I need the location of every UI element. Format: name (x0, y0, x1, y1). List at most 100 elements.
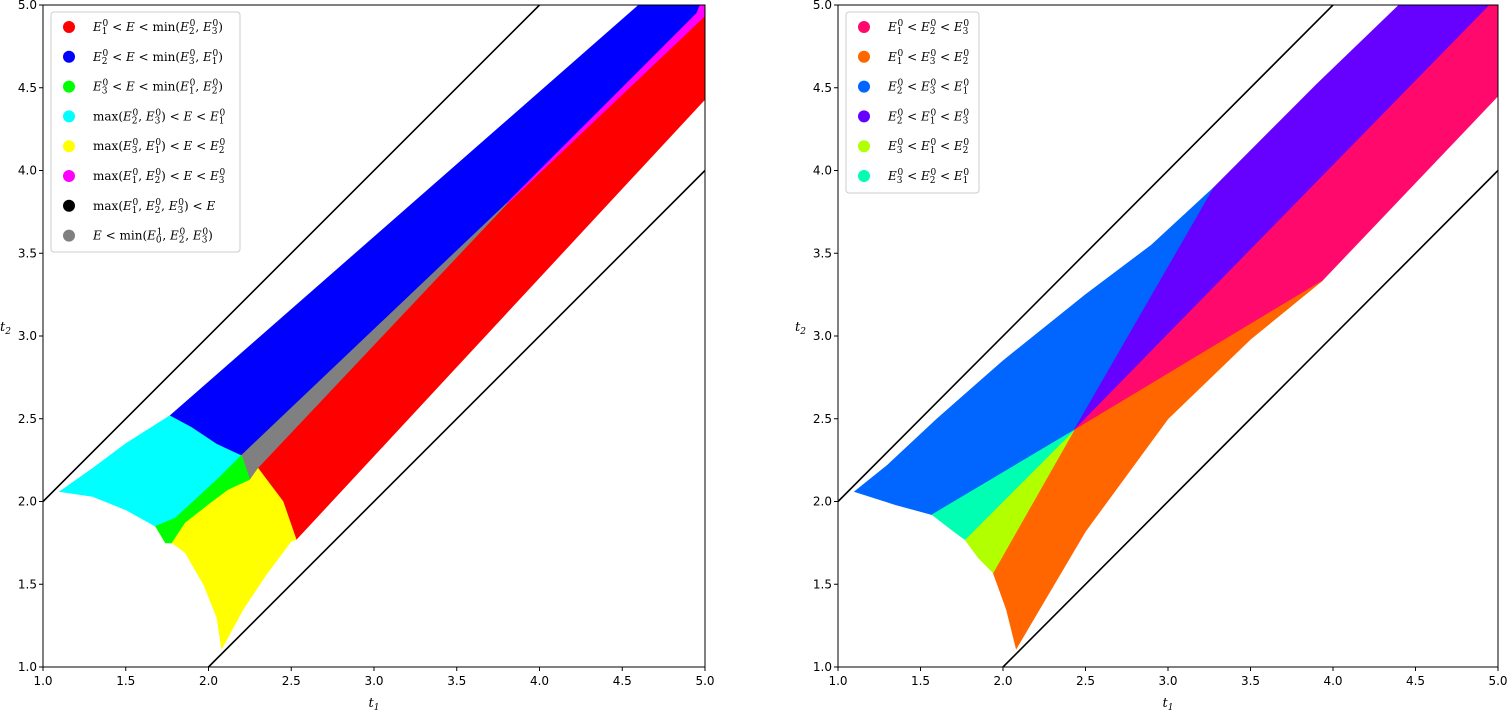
legend-marker (858, 170, 870, 182)
legend-marker (858, 21, 870, 33)
y-tick-label: 2.5 (813, 412, 832, 426)
legend-item: E30 < E < min(E10, E20) (63, 79, 223, 97)
legend-item: E20 < E30 < E10 (858, 79, 969, 97)
legend-label: E30 < E < min(E10, E20) (92, 79, 223, 97)
x-tick-label: 4.0 (530, 674, 549, 688)
region-4 (992, 281, 1322, 650)
legend-item: E30 < E20 < E10 (858, 168, 969, 186)
legend-item: E30 < E10 < E20 (858, 138, 969, 156)
x-tick-label: 1.5 (911, 674, 930, 688)
x-tick-label: 2.0 (993, 674, 1012, 688)
y-axis-label: t2 (795, 320, 806, 337)
y-tick-label: 4.5 (813, 81, 832, 95)
x-tick-label: 3.0 (1158, 674, 1177, 688)
x-tick-label: 3.0 (364, 674, 383, 688)
legend-label: E20 < E30 < E10 (887, 79, 969, 97)
plot-area (43, 5, 705, 667)
y-tick-label: 3.5 (813, 246, 832, 260)
legend-marker (858, 110, 870, 123)
y-tick-label: 4.0 (813, 164, 832, 178)
boundary-line-upper (838, 5, 1334, 503)
y-tick-label: 1.5 (18, 577, 37, 591)
legend-item: E20 < E < min(E30, E10) (63, 49, 223, 67)
x-axis-label: t1 (369, 696, 380, 710)
y-tick-label: 5.0 (18, 0, 37, 12)
legend-label: E30 < E20 < E10 (887, 168, 969, 186)
legend-label: E10 < E30 < E20 (887, 49, 969, 67)
plot-area (838, 5, 1498, 667)
x-tick-label: 5.0 (1488, 674, 1507, 688)
legend-label: E30 < E10 < E20 (887, 138, 969, 156)
legend-label: max(E20, E30) < E < E10 (93, 108, 226, 126)
boundary-line-lower (1002, 169, 1498, 667)
y-tick-label: 1.5 (813, 577, 832, 591)
legend-item: E10 < E < min(E20, E30) (63, 19, 223, 37)
y-tick-label: 4.0 (18, 164, 37, 178)
legend: E10 < E20 < E30 E10 < E30 < E20 E20 < E30 … (845, 11, 980, 194)
x-tick-label: 3.5 (447, 674, 466, 688)
region-3 (1073, 5, 1498, 431)
y-tick-label: 2.0 (18, 495, 37, 509)
x-tick-label: 5.0 (695, 674, 714, 688)
y-tick-label: 3.0 (18, 329, 37, 343)
legend-item: E10 < E30 < E20 (858, 49, 969, 67)
y-tick-label: 5.0 (813, 0, 832, 12)
y-tick-label: 1.0 (813, 660, 832, 674)
legend-marker (63, 50, 75, 63)
x-tick-label: 3.5 (1241, 674, 1260, 688)
x-tick-label: 2.5 (282, 674, 301, 688)
y-tick-label: 3.5 (18, 246, 37, 260)
legend-item: E < min(E01, E20, E30) (63, 228, 213, 246)
region-1 (853, 186, 1215, 516)
boundary-line-lower (207, 169, 705, 667)
legend-marker (858, 50, 870, 63)
legend-item: max(E20, E30) < E < E10 (63, 108, 226, 126)
region-6 (931, 430, 1075, 540)
legend-marker (63, 199, 75, 212)
x-tick-label: 4.5 (1406, 674, 1425, 688)
region-6 (257, 16, 705, 541)
y-tick-label: 2.5 (18, 412, 37, 426)
x-tick-label: 4.5 (613, 674, 632, 688)
legend-label: max(E10, E20, E30) < E (93, 198, 215, 216)
x-tick-label: 1.0 (828, 674, 847, 688)
legend-label: E < min(E01, E20, E30) (92, 228, 213, 246)
legend-marker (63, 80, 75, 93)
x-tick-label: 1.5 (116, 674, 135, 688)
y-tick-label: 3.0 (813, 329, 832, 343)
legend-marker (63, 110, 75, 123)
legend-label: max(E30, E10) < E < E20 (93, 138, 226, 156)
legend-marker (63, 170, 75, 182)
x-tick-label: 2.5 (1076, 674, 1095, 688)
x-axis-label: t1 (1163, 696, 1174, 710)
legend-label: E10 < E20 < E30 (887, 19, 969, 37)
legend-item: max(E30, E10) < E < E20 (63, 138, 226, 156)
legend-label: max(E10, E20) < E < E30 (93, 168, 226, 186)
legend-label: E20 < E10 < E30 (887, 108, 969, 126)
legend-box (50, 11, 241, 253)
legend-item: E10 < E20 < E30 (858, 19, 969, 37)
boundary-line-upper (43, 5, 541, 503)
x-tick-label: 2.0 (199, 674, 218, 688)
y-tick-label: 4.5 (18, 81, 37, 95)
y-axis-label: t2 (0, 320, 11, 337)
x-tick-label: 1.0 (33, 674, 52, 688)
x-tick-label: 4.0 (1323, 674, 1342, 688)
legend-marker (63, 229, 75, 242)
legend-item: max(E10, E20, E30) < E (63, 198, 215, 216)
chart-panel-1: 1.0 1.5 2.0 2.5 3.0 3.5 4.0 4.5 5.0 1.0 1.5 2.0 2.5 3… (0, 0, 715, 710)
legend-item: max(E10, E20) < E < E30 (63, 168, 226, 186)
legend-marker (63, 140, 75, 153)
y-tick-label: 1.0 (18, 660, 37, 674)
chart-panel-2: 1.0 1.5 2.0 2.5 3.0 3.5 4.0 4.5 5.0 1.0 1.5 2.0 2.5 3… (795, 0, 1508, 710)
legend-label: E10 < E < min(E20, E30) (92, 19, 223, 37)
legend-marker (63, 21, 75, 33)
legend-marker (858, 140, 870, 153)
legend-marker (858, 80, 870, 93)
legend-label: E20 < E < min(E30, E10) (92, 49, 223, 67)
legend-item: E20 < E10 < E30 (858, 108, 969, 126)
legend: E10 < E < min(E20, E30) E20 < E < min(E30… (50, 11, 241, 253)
legend-box (845, 11, 980, 194)
y-tick-label: 2.0 (813, 495, 832, 509)
